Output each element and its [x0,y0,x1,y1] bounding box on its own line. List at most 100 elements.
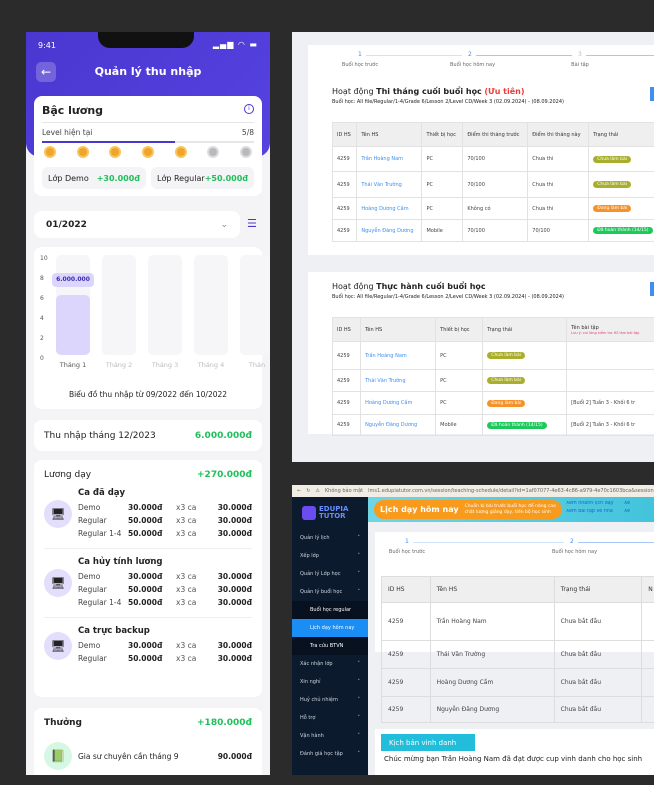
table-cell: Thái Văn Trường [429,640,555,669]
sidebar-item[interactable]: Quản lý buổi học ˄ [292,583,368,601]
y-tick-label: 0 [40,355,44,362]
cell-text: Không có [467,205,491,212]
banner-link[interactable]: Xe [624,509,631,514]
shift-group: 🖥 Ca hủy tính lương Demo 30.000đ x3 ca 30.000… [44,549,252,618]
table-cell: 4259 [331,414,362,436]
table-cell [566,341,654,370]
step-number[interactable]: 2 [570,538,574,545]
bonus-item-label: Gia sư chuyên cần tháng 9 [78,751,179,761]
info-icon[interactable]: i [244,104,254,114]
table-cell: Chưa bắt đầu [553,696,643,723]
student-name-link[interactable]: Nguyễn Đăng Dương [365,422,418,428]
table-cell: 70/100 [462,146,529,172]
student-name-link[interactable]: Trần Hoàng Nam [361,156,404,162]
back-button[interactable]: ← [36,62,56,82]
column-header: Tên HS [360,317,437,342]
priority-label: (Ưu tiên) [484,87,525,96]
status-badge: Đã hoàn thành (14/15) [593,227,653,234]
sidebar-item[interactable]: Xác nhận lớp ˅ [292,655,368,673]
cell-text: [Buổi 2] Tuần 3 - Khối 6 tr [571,422,636,428]
sidebar-item[interactable]: Quản lý lịch ˅ [292,529,368,547]
table-cell: Trần Hoàng Nam [429,602,555,641]
step-number[interactable]: 2 [468,51,472,58]
sidebar-item[interactable]: Xin nghỉ ˅ [292,673,368,691]
page-title: Quản lý thu nhập [94,65,202,78]
bar-track [148,255,182,355]
teaching-label: Lương dạy [44,470,92,480]
step-connector [586,55,654,56]
banner-link[interactable]: Xem bài tập về nhà [566,509,613,514]
status-badge: Chưa làm bài [593,181,631,188]
demo-rate: Lớp Demo +30.000đ [42,167,146,189]
regular-rate: Lớp Regular +50.000đ [151,167,254,189]
student-name-link[interactable]: Nguyễn Đăng Dương [361,227,414,234]
column-header-label: Tên HS [361,131,379,138]
filter-icon[interactable]: ☰ [247,217,257,230]
cell-text: PC [426,156,433,162]
step-label: Bài tập [571,62,589,68]
month-select[interactable]: 01/2022 ⌄ [34,211,240,238]
sidebar-item[interactable]: Tra cứu BTVN [292,637,368,655]
status-badge: Đã hoàn thành (14/15) [487,421,547,429]
exam-title: Hoạt động Thi tháng cuối buổi học (Ưu ti… [332,87,525,96]
sidebar-item[interactable]: Đánh giá học tập ˅ [292,745,368,763]
sidebar-item[interactable]: Vận hành ˅ [292,727,368,745]
shift-cell: Regular [78,585,107,594]
table-cell: Chưa bắt đầu [553,602,643,641]
shift-cell: Regular [78,516,107,525]
step-number[interactable]: 3 [578,51,582,58]
sidebar-item[interactable]: Buổi học regular [292,601,368,619]
banner-link[interactable]: Xe [624,501,631,506]
honor-script-button[interactable]: Kịch bản vinh danh [381,734,475,751]
step-number[interactable]: 1 [358,51,362,58]
table-header: ID HS Tên HS Trạng thái N [381,576,654,603]
shift-row: Regular 50.000đ x3 ca 30.000đ [78,583,252,596]
bar-track [240,255,270,355]
table-row: 4259 Trần Hoàng Nam Chưa bắt đầu [381,602,654,641]
student-name-link[interactable]: Trần Hoàng Nam [365,352,407,359]
mobile-income-screen: 9:41 ▂▄▆ ◠ ▬ ← Quản lý thu nhập Bậc lươn… [26,32,270,775]
sidebar-item[interactable]: Huỷ chủ nhiệm ˅ [292,691,368,709]
reload-icon[interactable]: ↻ [306,488,311,494]
shift-title: Ca đã dạy [78,488,126,498]
shift-cell: 30.000đ [217,516,252,525]
table-cell: Đã hoàn thành (14/15) [482,414,568,436]
sidebar-item-label: Quản lý buổi học [300,589,343,595]
table-cell: Chưa thi [527,146,590,172]
sidebar-item[interactable]: Quản lý Lớp học ˅ [292,565,368,583]
table-cell: Hoàng Dương Cầm [429,668,555,697]
student-name-link[interactable]: Hoàng Dương Cầm [365,400,413,406]
bar[interactable] [56,295,90,355]
sidebar-item[interactable]: Lịch dạy hôm nay [292,619,368,637]
sidebar-item-label: Buổi học regular [310,607,352,613]
exam-table: ID HS Tên HS Thiết bị học Điểm thi tháng tr… [331,122,654,242]
table-cell: 70/100 [462,171,529,198]
bar-tooltip: 6.000.000 [52,273,94,287]
sidebar-item[interactable]: Hỗ trợ ˅ [292,709,368,727]
sidebar-item-label: Vận hành [300,733,324,739]
sidebar-item[interactable]: Xếp lớp ˅ [292,547,368,565]
table-header: ID HS Tên HS Thiết bị học Điểm thi tháng tr… [331,122,654,147]
cell-text: 4259 [337,422,350,428]
student-name-link[interactable]: Thái Văn Trường [361,181,402,188]
table-row: 4259 Thái Văn Trường PC 70/100 Chưa thi Chưa … [331,171,654,198]
sidebar-item-label: Đánh giá học tập [300,751,343,757]
level-progress-fill [42,141,175,143]
stepper: 1 Buổi học trước 2 Buổi học hôm nay [375,538,654,558]
url-text[interactable]: lms1.edupiatutor.com.vn/session/teaching… [368,488,654,494]
back-icon[interactable]: ← [297,488,302,494]
column-header-label: Tên HS [365,326,383,333]
step-number[interactable]: 1 [405,538,409,545]
medal-icon [109,146,122,158]
student-name-link[interactable]: Thái Văn Trường [365,377,406,384]
column-header: Trạng thái [553,576,643,603]
table-cell: Chưa làm bài [482,341,568,370]
banner-link[interactable]: Xem nhanh lịch dạy [566,501,614,506]
table-cell: 4259 [331,369,362,392]
table-cell: Thái Văn Trường [356,171,423,198]
action-button[interactable] [650,87,654,101]
table-row: 4259 Hoàng Dương Cầm PC Đang làm bài [Buổi 2… [331,391,654,415]
address-bar[interactable]: ← ↻ ⚠ Không bảo mật lms1.edupiatutor.com.vn… [292,485,654,497]
student-name-link[interactable]: Hoàng Dương Cầm [361,205,409,212]
action-button[interactable] [650,282,654,296]
